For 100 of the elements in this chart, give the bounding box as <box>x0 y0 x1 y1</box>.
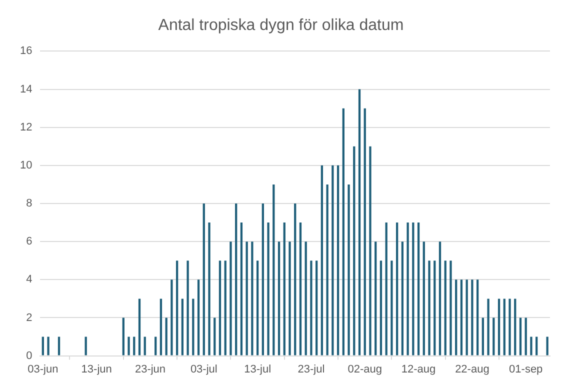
bar <box>224 260 226 356</box>
bar <box>246 242 248 356</box>
bar <box>434 260 436 356</box>
bar <box>380 260 382 356</box>
bar <box>262 204 264 356</box>
bar <box>514 298 516 356</box>
x-tick-label: 13-jun <box>81 363 112 376</box>
bar <box>364 108 366 356</box>
x-tick-label: 03-jul <box>190 363 218 376</box>
bar <box>138 298 141 356</box>
bar <box>122 318 124 356</box>
chart-title: Antal tropiska dygn för olika datum <box>158 17 404 34</box>
bar <box>374 242 377 356</box>
bar <box>438 242 442 356</box>
bar <box>320 165 324 356</box>
bar <box>235 204 238 356</box>
bar <box>310 260 312 356</box>
bar <box>444 260 446 356</box>
bar <box>385 222 388 356</box>
bar <box>353 146 356 356</box>
bar <box>326 184 328 356</box>
bar <box>342 108 344 356</box>
bar <box>197 280 200 356</box>
bar <box>530 336 532 356</box>
bar <box>524 318 527 356</box>
bar <box>267 222 270 356</box>
bar <box>546 336 548 356</box>
bar <box>256 260 259 356</box>
bar <box>251 242 254 356</box>
bar <box>208 222 210 356</box>
bar <box>536 336 538 356</box>
bar <box>58 336 60 356</box>
bar <box>487 298 490 356</box>
y-tick-label: 14 <box>20 83 32 96</box>
bar <box>332 165 334 356</box>
bar <box>299 222 302 356</box>
bar <box>358 89 361 356</box>
bar <box>412 222 414 356</box>
bar <box>369 146 372 356</box>
bar <box>218 260 222 356</box>
y-tick-label: 4 <box>26 274 32 286</box>
x-tick-label: 03-jun <box>28 363 58 376</box>
bar <box>154 336 157 356</box>
bar <box>466 280 468 356</box>
bar <box>336 165 340 356</box>
bar <box>492 318 495 356</box>
bar <box>482 318 484 356</box>
bar <box>160 298 162 356</box>
bar <box>128 336 130 356</box>
bar <box>460 280 463 356</box>
x-tick-label: 23-jun <box>134 363 166 376</box>
bar <box>133 336 136 356</box>
bar <box>288 242 291 356</box>
x-tick-label: 13-jul <box>244 363 272 376</box>
bar <box>47 336 50 356</box>
x-tick-label: 22-aug <box>455 363 490 376</box>
bar <box>186 260 189 356</box>
bar <box>192 298 194 356</box>
x-tick-label: 12-aug <box>401 363 436 376</box>
y-tick-label: 0 <box>26 350 32 362</box>
x-tick-label: 23-jul <box>298 363 325 376</box>
bar <box>498 298 500 356</box>
bar <box>471 280 474 356</box>
bar <box>503 298 506 356</box>
bar <box>278 242 280 356</box>
bar <box>170 280 173 356</box>
bar <box>316 260 318 356</box>
bar <box>84 336 87 356</box>
y-tick-label: 12 <box>20 121 32 134</box>
bar <box>165 318 168 356</box>
bar <box>422 242 425 356</box>
bar <box>181 298 184 356</box>
bar <box>519 318 522 356</box>
bar <box>406 222 409 356</box>
bar <box>294 204 296 356</box>
bar <box>476 280 479 356</box>
bar <box>42 336 44 356</box>
y-tick-label: 10 <box>20 159 32 172</box>
bar <box>240 222 243 356</box>
bar <box>348 184 350 356</box>
bar <box>396 222 398 356</box>
bar <box>428 260 430 356</box>
bar <box>202 204 205 356</box>
bar <box>304 242 307 356</box>
y-tick-label: 2 <box>26 312 32 324</box>
y-tick-label: 8 <box>26 198 32 210</box>
bar <box>401 242 404 356</box>
bar <box>214 318 216 356</box>
bar <box>272 184 275 356</box>
x-tick-label: 02-aug <box>348 363 382 376</box>
x-tick-label: 01-sep <box>509 363 543 376</box>
bar <box>455 280 458 356</box>
bar <box>230 242 232 356</box>
y-tick-label: 16 <box>20 45 32 58</box>
bar <box>417 222 420 356</box>
bar <box>508 298 511 356</box>
bar <box>283 222 286 356</box>
bar <box>176 260 178 356</box>
bar <box>390 260 393 356</box>
bar <box>144 336 146 356</box>
